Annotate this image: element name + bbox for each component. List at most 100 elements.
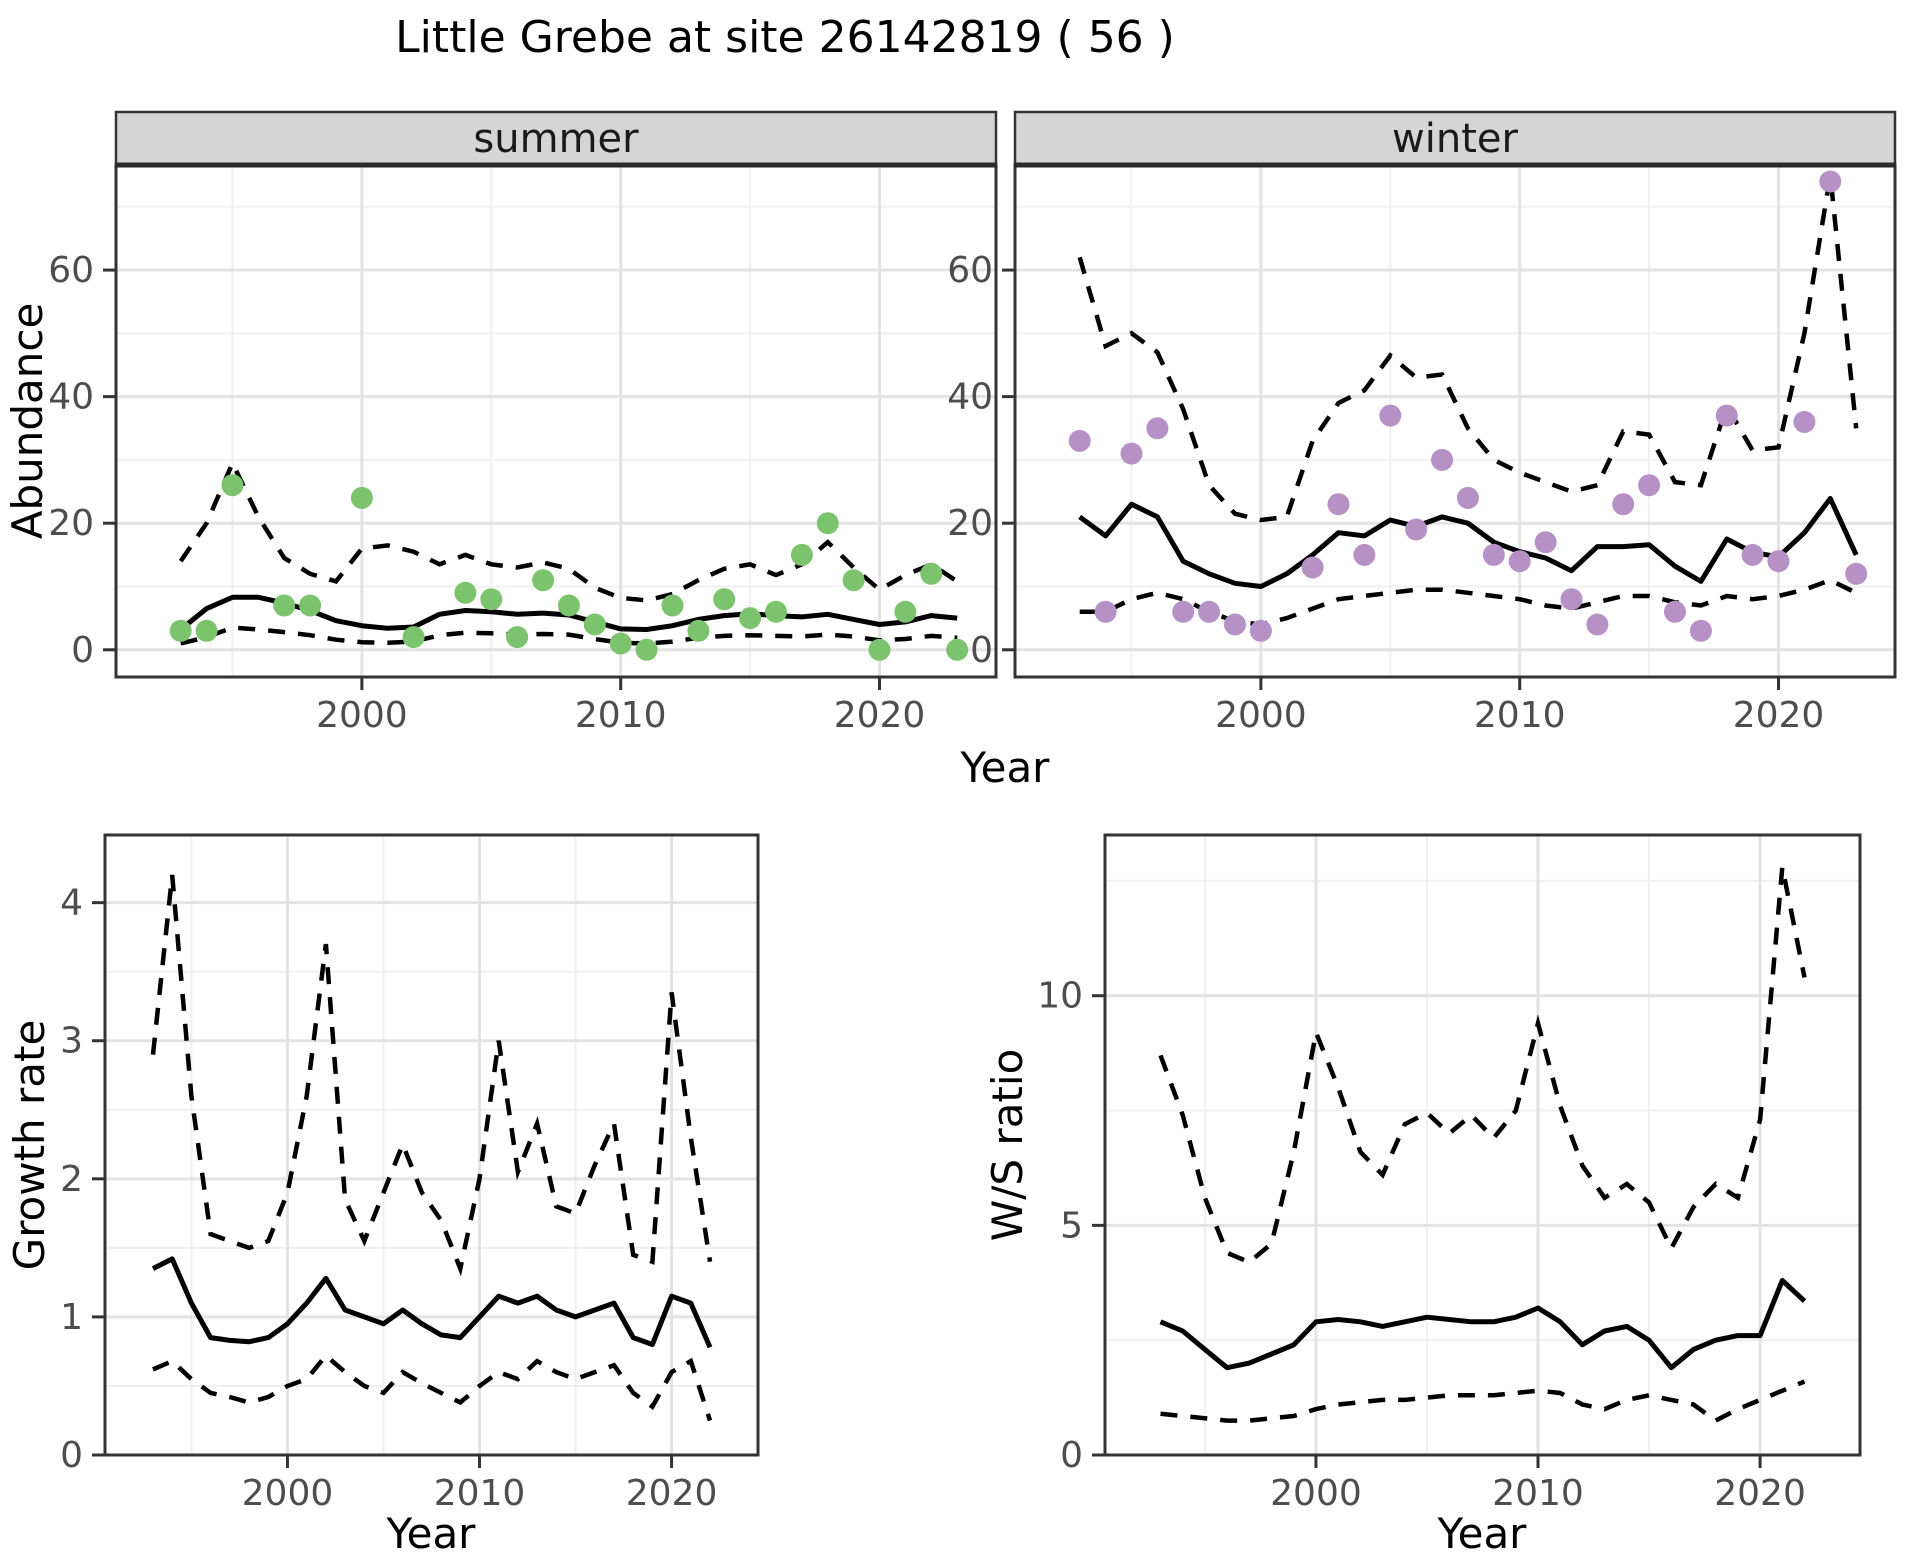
growth-upper-ci-line <box>150 874 713 1277</box>
ws-panel: 2000 2010 2020 0 5 10 <box>1037 833 1862 1514</box>
summer-point-1994 <box>195 619 218 642</box>
growth-y-tick-label: 1 <box>60 1297 83 1338</box>
winter-panel-bg <box>1015 165 1895 677</box>
winter-point-2016 <box>1664 600 1686 623</box>
summer-point-2021 <box>894 600 917 623</box>
winter-point-2005 <box>1379 404 1402 427</box>
winter-point-2010 <box>1508 550 1531 573</box>
winter-y-tick-label: 20 <box>947 503 993 544</box>
growth-x-tick-label: 2000 <box>242 1473 334 1514</box>
growth-y-tick-label: 4 <box>60 883 83 924</box>
plot-title: Little Grebe at site 26142819 ( 56 ) <box>395 12 1175 63</box>
summer-point-2006 <box>506 626 529 649</box>
ws-lower-ci-line <box>1160 1379 1806 1424</box>
growth-y-axis-title: Growth rate <box>5 1020 54 1271</box>
growth-y-tick-label: 2 <box>60 1159 83 1200</box>
winter-point-2015 <box>1638 474 1661 497</box>
summer-point-2014 <box>713 588 736 611</box>
ws-fit-line <box>1159 1278 1807 1371</box>
ws-y-tick-label: 0 <box>1060 1435 1083 1476</box>
growth-panel-border <box>103 833 760 1457</box>
summer-point-2020 <box>868 638 891 661</box>
winter-point-2019 <box>1741 543 1764 566</box>
winter-point-2017 <box>1689 619 1712 642</box>
ws-x-axis-title: Year <box>1437 1509 1528 1558</box>
abundance-axis-title: Abundance <box>3 303 52 540</box>
summer-point-2007 <box>532 569 555 592</box>
winter-point-2013 <box>1586 613 1609 636</box>
facet-strip-label-summer: summer <box>473 116 639 162</box>
summer-point-2009 <box>583 613 606 636</box>
summer-x-tick-label: 2020 <box>834 695 926 736</box>
winter-fit-line <box>1078 496 1859 589</box>
summer-observed-points <box>169 474 969 661</box>
growth-fit-line <box>151 1256 713 1349</box>
winter-panel: 2000 2010 2020 0 20 40 60 <box>947 163 1897 736</box>
ws-upper-ci-line <box>1158 866 1807 1265</box>
facet-strip-label-winter: winter <box>1392 116 1518 162</box>
winter-x-tick-label: 2010 <box>1474 695 1566 736</box>
ws-panel-bg <box>1105 835 1860 1455</box>
facet-strip-winter <box>1013 110 1897 167</box>
ws-x-tick-label: 2000 <box>1270 1473 1362 1514</box>
winter-point-1994 <box>1094 600 1117 623</box>
summer-point-2015 <box>739 607 762 630</box>
winter-point-1996 <box>1146 417 1169 440</box>
winter-point-2007 <box>1431 448 1454 471</box>
winter-point-1993 <box>1068 429 1091 452</box>
summer-y-tick-label: 60 <box>48 250 94 291</box>
winter-point-2023 <box>1845 562 1868 585</box>
winter-observed-points <box>1068 170 1868 642</box>
summer-point-2013 <box>687 619 710 642</box>
winter-upper-ci-line <box>1077 174 1859 523</box>
summer-point-2002 <box>402 626 425 649</box>
facet-strip-summer <box>114 110 998 167</box>
winter-point-2004 <box>1353 543 1376 566</box>
summer-lower-ci-line <box>180 625 958 646</box>
winter-y-tick-label: 40 <box>947 377 993 418</box>
summer-point-2018 <box>816 512 839 535</box>
summer-x-tick-label: 2010 <box>575 695 667 736</box>
winter-point-2018 <box>1715 404 1738 427</box>
summer-point-1993 <box>169 619 192 642</box>
ws-x-tick-label: 2020 <box>1714 1473 1806 1514</box>
growth-panel-bg <box>105 835 758 1455</box>
summer-point-1997 <box>273 594 296 617</box>
summer-point-2008 <box>557 594 580 617</box>
winter-point-2021 <box>1793 410 1816 433</box>
winter-x-tick-label: 2000 <box>1215 695 1307 736</box>
winter-point-1997 <box>1172 600 1195 623</box>
growth-x-tick-label: 2020 <box>626 1473 718 1514</box>
summer-panel-bg <box>116 165 996 677</box>
winter-point-2022 <box>1819 170 1842 193</box>
summer-point-2016 <box>765 600 787 623</box>
ws-y-tick-label: 10 <box>1037 976 1083 1017</box>
summer-point-1995 <box>221 474 244 497</box>
summer-y-tick-label: 20 <box>48 503 94 544</box>
top-x-axis-title: Year <box>960 743 1051 792</box>
growth-x-tick-label: 2010 <box>434 1473 526 1514</box>
growth-lower-ci-line <box>152 1352 713 1422</box>
summer-gridlines <box>116 165 996 677</box>
summer-point-2005 <box>480 588 503 611</box>
winter-point-1998 <box>1198 600 1221 623</box>
summer-y-tick-label: 40 <box>48 377 94 418</box>
summer-x-tick-label: 2000 <box>316 695 408 736</box>
summer-point-2000 <box>350 486 373 509</box>
winter-point-2003 <box>1327 493 1350 516</box>
growth-y-tick-label: 0 <box>60 1435 83 1476</box>
summer-upper-ci-line <box>178 457 959 603</box>
winter-point-2006 <box>1405 518 1428 541</box>
summer-point-2017 <box>790 543 813 566</box>
winter-x-tick-label: 2020 <box>1733 695 1825 736</box>
winter-point-2012 <box>1560 588 1583 611</box>
summer-point-2019 <box>842 569 865 592</box>
winter-point-1999 <box>1224 613 1246 636</box>
winter-point-2002 <box>1301 556 1324 579</box>
summer-point-1998 <box>299 594 322 617</box>
winter-point-1995 <box>1120 442 1143 465</box>
summer-point-2011 <box>635 638 658 661</box>
summer-point-2012 <box>661 594 684 617</box>
